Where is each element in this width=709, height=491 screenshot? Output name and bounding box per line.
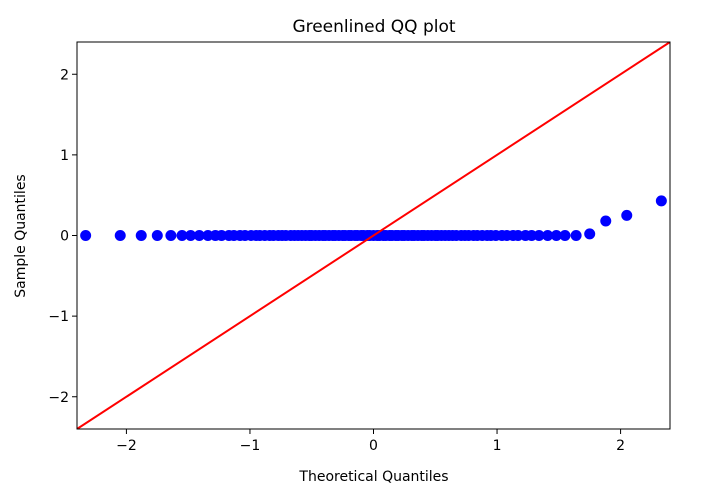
reference-line [77, 42, 670, 429]
y-axis-label: Sample Quantiles [13, 174, 29, 297]
y-tick-label: 1 [60, 148, 69, 164]
x-tick-label: 0 [369, 438, 378, 454]
y-tick-label: 0 [60, 229, 69, 245]
data-point [542, 230, 554, 241]
data-point [135, 230, 147, 241]
chart-title: Greenlined QQ plot [292, 17, 455, 37]
data-point [600, 215, 612, 227]
data-point [114, 230, 126, 241]
y-tick-label: −2 [48, 390, 69, 406]
data-point [176, 230, 188, 241]
data-point [621, 209, 633, 221]
data-point [655, 195, 667, 207]
x-tick-label: 2 [616, 438, 625, 454]
data-point [80, 230, 92, 241]
y-tick-label: −1 [48, 309, 69, 325]
data-point [570, 230, 582, 241]
data-point [550, 230, 562, 241]
x-tick-label: −2 [116, 438, 137, 454]
data-point [165, 230, 177, 241]
data-point [559, 230, 571, 241]
data-point [533, 230, 545, 241]
x-tick-label: −1 [240, 438, 261, 454]
x-tick-label: 1 [493, 438, 502, 454]
y-tick-label: 2 [60, 67, 69, 83]
data-point [185, 230, 197, 241]
x-axis-label: Theoretical Quantiles [298, 469, 448, 485]
data-point [193, 230, 205, 241]
plot-area: −2 −1 0 1 2 −2 −1 0 1 2 [48, 41, 671, 454]
data-point [151, 230, 163, 241]
data-point [584, 228, 596, 240]
